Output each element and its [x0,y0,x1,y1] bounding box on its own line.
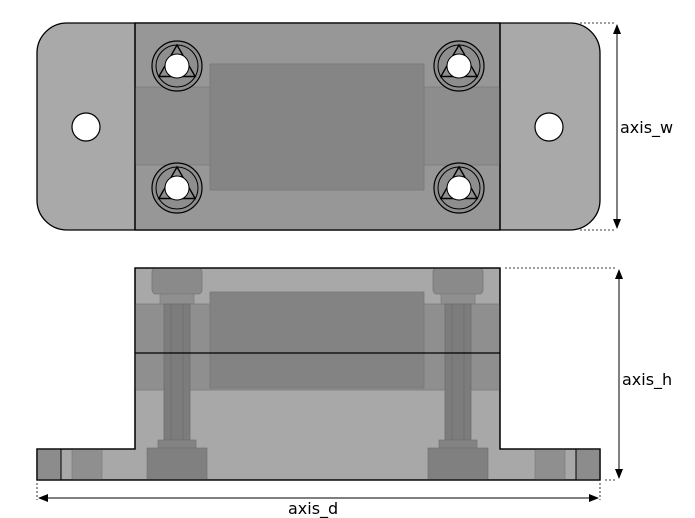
top-view [36,22,601,231]
bolt-top-right [433,40,485,92]
dimension-axis-h: axis_h [505,267,672,481]
front-bolt-left [146,267,208,481]
left-mounting-hole [71,112,101,142]
dimension-axis-w: axis_w [580,22,673,231]
right-mounting-hole [534,112,564,142]
bolt-top-left [151,40,203,92]
front-view [36,267,601,481]
top-cylinder [209,63,425,191]
bolt-bottom-left [151,162,203,214]
axis-w-label: axis_w [620,118,673,138]
dimension-axis-d: axis_d [36,483,601,518]
axis-d-label: axis_d [288,499,338,518]
front-right-hole [534,448,566,481]
bolt-bottom-right [433,162,485,214]
front-bolt-right [427,267,489,481]
front-cylinder [209,291,425,389]
front-left-hole [71,448,103,481]
axis-h-label: axis_h [622,370,672,390]
